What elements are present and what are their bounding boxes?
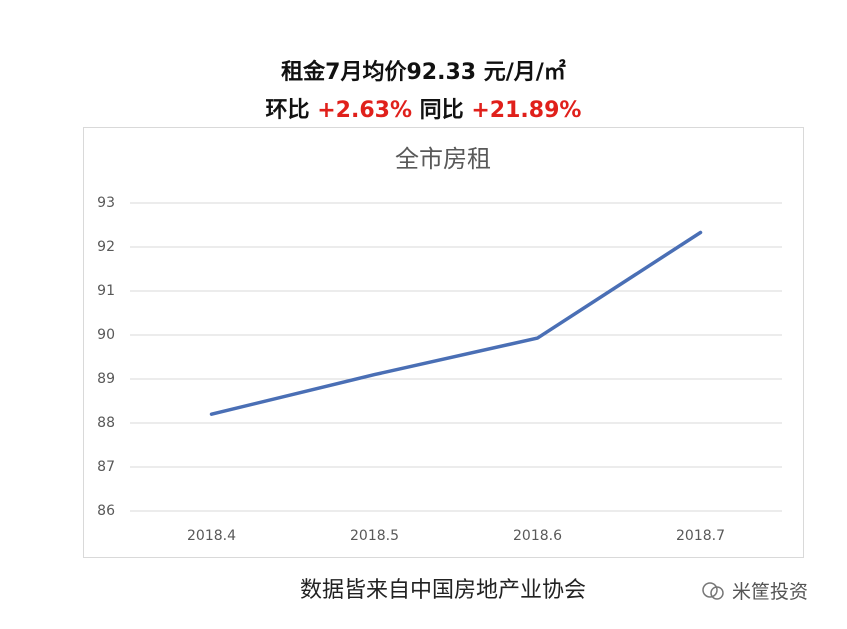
watermark-text: 米筐投资 <box>732 581 809 603</box>
x-tick-label: 2018.5 <box>350 528 399 544</box>
y-tick-label: 91 <box>97 283 115 299</box>
y-tick-label: 90 <box>97 327 115 343</box>
chart-title: 全市房租 <box>395 145 491 173</box>
x-tick-label: 2018.6 <box>513 528 562 544</box>
y-tick-label: 93 <box>97 195 115 211</box>
change-line: 环比 +2.63% 同比 +21.89% <box>0 92 847 124</box>
y-tick-label: 89 <box>97 371 115 387</box>
yoy-label: 同比 <box>419 98 464 123</box>
footer: 数据皆来自中国房地产业协会 <box>299 578 586 603</box>
mom-label: 环比 <box>265 98 310 123</box>
mom-value: +2.63% <box>317 98 412 123</box>
y-tick-label: 86 <box>97 503 115 519</box>
yoy-value: +21.89% <box>471 98 582 123</box>
y-tick-label: 92 <box>97 239 115 255</box>
line <box>209 230 703 416</box>
wechat-icon <box>702 581 724 600</box>
y-tick-label: 87 <box>97 459 115 475</box>
y-tick-label: 88 <box>97 415 115 431</box>
chart-frame <box>83 127 804 558</box>
watermark: 米筐投资 <box>700 577 808 604</box>
headline: 租金7月均价92.33 元/月/㎡ <box>281 60 566 85</box>
x-tick-label: 2018.4 <box>187 528 236 544</box>
x-tick-label: 2018.7 <box>676 528 725 544</box>
